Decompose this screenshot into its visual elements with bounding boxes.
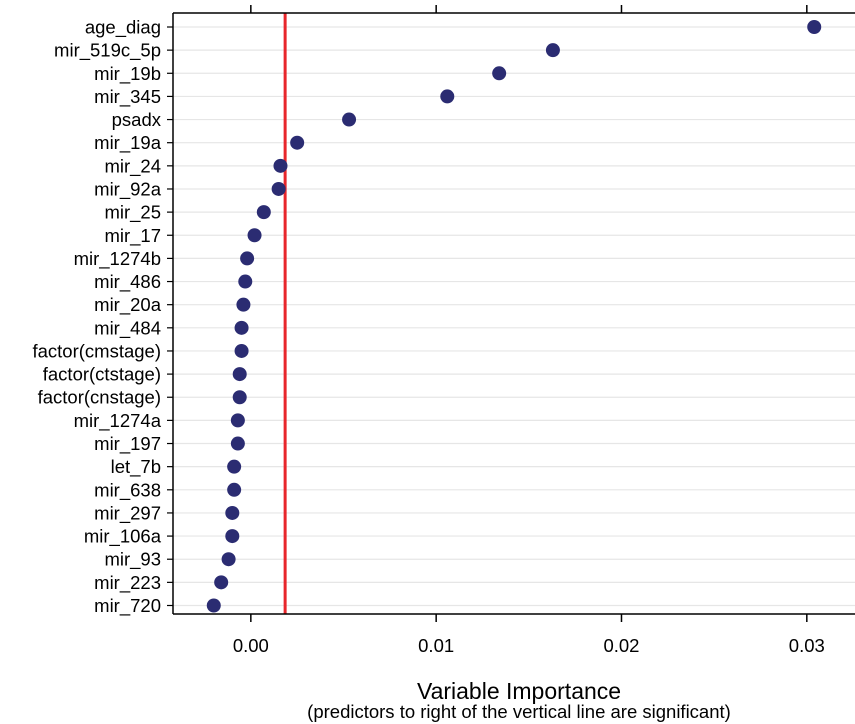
category-label: mir_106a xyxy=(84,526,162,548)
category-label: mir_1274b xyxy=(74,248,161,270)
category-label: mir_20a xyxy=(94,294,162,316)
category-label: mir_93 xyxy=(104,549,161,571)
data-point xyxy=(256,205,271,220)
category-label: mir_19a xyxy=(94,132,162,154)
x-ticks: 0.00 0.01 0.02 0.03 xyxy=(233,5,825,656)
category-label: factor(cnstage) xyxy=(38,387,161,408)
data-point xyxy=(225,505,240,520)
data-point xyxy=(290,135,305,150)
data-point xyxy=(232,390,247,405)
x-tick-label: 0.02 xyxy=(603,635,639,656)
data-point xyxy=(247,228,262,243)
category-label: mir_484 xyxy=(94,317,161,339)
data-point xyxy=(230,436,245,451)
data-points xyxy=(206,20,822,613)
data-point xyxy=(234,320,249,335)
data-point xyxy=(221,552,236,567)
category-label: mir_19b xyxy=(94,63,161,85)
data-point xyxy=(271,181,286,196)
data-point xyxy=(225,529,240,544)
data-point xyxy=(227,482,242,497)
x-axis-subtitle: (predictors to right of the vertical lin… xyxy=(307,701,731,722)
category-label: mir_197 xyxy=(94,433,161,455)
category-label: mir_24 xyxy=(104,155,161,177)
category-label: mir_1274a xyxy=(74,410,162,432)
data-point xyxy=(227,459,242,474)
data-point xyxy=(236,297,251,312)
category-label: mir_345 xyxy=(94,86,161,108)
category-label: mir_486 xyxy=(94,271,161,293)
data-point xyxy=(273,158,288,173)
category-labels: age_diagmir_519c_5pmir_19bmir_345psadxmi… xyxy=(32,17,161,618)
category-label: mir_25 xyxy=(104,202,161,224)
category-label: age_diag xyxy=(85,17,161,39)
gridlines xyxy=(173,26,855,607)
data-point xyxy=(807,20,822,34)
category-label: mir_720 xyxy=(94,595,161,617)
category-label: mir_92a xyxy=(94,178,162,200)
category-label: mir_223 xyxy=(94,572,161,594)
category-label: mir_17 xyxy=(104,225,161,247)
data-point xyxy=(545,43,560,58)
category-label: factor(ctstage) xyxy=(43,364,161,385)
category-label: mir_519c_5p xyxy=(54,40,161,62)
x-axis-title: Variable Importance xyxy=(417,678,621,704)
category-label: let_7b xyxy=(111,456,161,478)
data-point xyxy=(234,343,249,358)
data-point xyxy=(240,251,255,266)
category-label: psadx xyxy=(112,109,162,130)
category-label: factor(cmstage) xyxy=(32,340,161,361)
data-point xyxy=(206,598,221,613)
x-tick-label: 0.01 xyxy=(418,635,454,656)
x-tick-label: 0.03 xyxy=(789,635,825,656)
data-point xyxy=(230,413,245,428)
data-point xyxy=(238,274,253,289)
data-point xyxy=(440,89,455,104)
data-point xyxy=(492,66,507,81)
data-point xyxy=(342,112,357,127)
data-point xyxy=(232,367,247,382)
category-label: mir_638 xyxy=(94,479,161,501)
category-label: mir_297 xyxy=(94,502,161,524)
data-point xyxy=(214,575,229,590)
x-tick-label: 0.00 xyxy=(233,635,269,656)
axes xyxy=(167,12,855,615)
